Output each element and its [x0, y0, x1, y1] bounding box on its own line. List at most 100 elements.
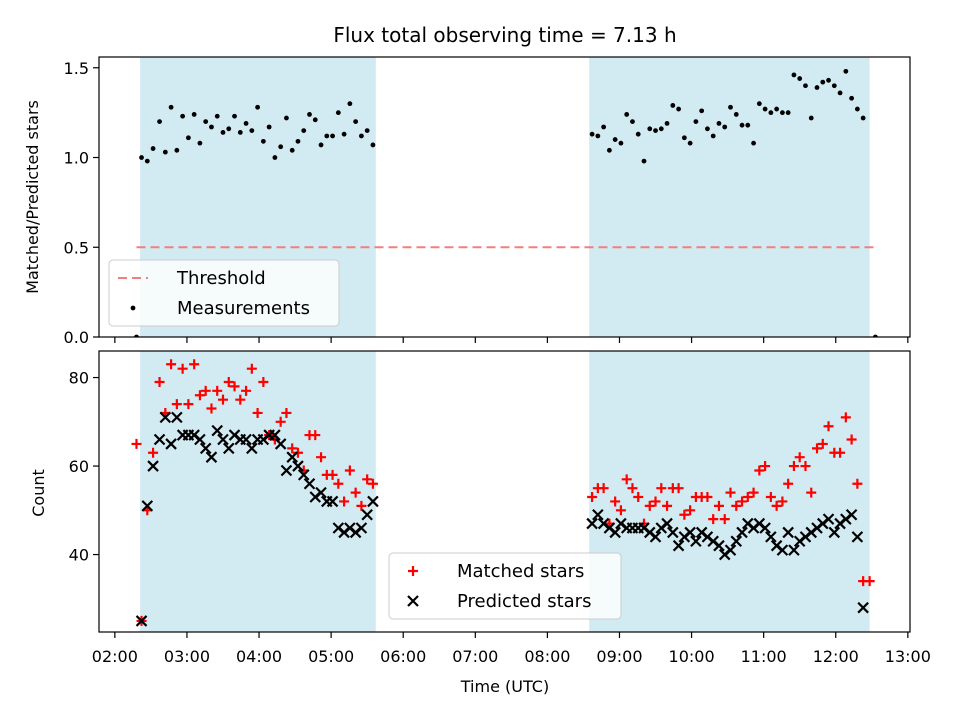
data-point: [776, 544, 789, 556]
data-point: [681, 135, 687, 141]
data-point: [333, 478, 344, 489]
data-point: [762, 106, 768, 112]
data-point: [330, 133, 335, 139]
data-point: [828, 526, 841, 539]
top-panel: 0.0 0.5 1.0 1.5 Threshold Measurements: [64, 56, 911, 347]
data-point: [344, 465, 355, 476]
data-point: [217, 433, 229, 446]
plot-frame: [98, 56, 911, 338]
data-point: [310, 430, 321, 441]
data-point: [837, 90, 843, 96]
data-point: [814, 85, 820, 90]
data-point: [205, 451, 218, 463]
data-point: [154, 376, 165, 387]
data-point: [350, 487, 361, 498]
data-point: [777, 496, 788, 507]
data-point: [260, 138, 266, 144]
data-point: [719, 514, 730, 525]
legend: Matched stars Predicted stars: [388, 552, 622, 620]
data-point: [731, 500, 742, 511]
data-point: [266, 124, 272, 130]
data-point: [759, 522, 771, 534]
data-point: [316, 452, 327, 463]
data-point: [679, 509, 690, 520]
data-point: [690, 535, 702, 548]
data-point: [820, 79, 826, 85]
data-point: [737, 496, 748, 507]
data-point: [361, 508, 373, 521]
data-point: [760, 461, 771, 472]
data-point: [367, 478, 378, 489]
data-point: [292, 447, 303, 458]
data-point: [710, 133, 716, 139]
data-point: [220, 129, 226, 135]
data-point: [191, 112, 197, 117]
data-point: [135, 615, 148, 627]
data-point: [168, 104, 174, 110]
legend-label: Measurements: [177, 298, 310, 319]
data-point: [275, 416, 286, 427]
data-point: [647, 126, 653, 132]
data-point: [791, 72, 797, 78]
data-point: [284, 115, 289, 121]
data-point: [153, 433, 166, 446]
data-point: [840, 412, 851, 423]
data-point: [860, 115, 866, 121]
data-point: [708, 514, 719, 525]
data-point: [783, 478, 794, 489]
data-point: [656, 483, 667, 494]
data-point: [252, 407, 263, 418]
data-point: [297, 469, 310, 481]
data-point: [788, 461, 799, 472]
data-point: [618, 140, 624, 146]
data-point: [183, 399, 194, 410]
data-point: [287, 443, 298, 454]
data-point: [835, 447, 846, 458]
x-tick-label: 05:00: [308, 647, 354, 666]
data-point: [141, 500, 154, 512]
data-point: [197, 140, 203, 146]
data-point: [733, 112, 739, 117]
data-point: [722, 124, 728, 130]
data-point: [610, 496, 621, 507]
legend-box: [388, 552, 622, 620]
data-point: [780, 110, 785, 116]
data-point: [150, 146, 156, 151]
data-point: [370, 142, 376, 148]
data-point: [258, 376, 269, 387]
data-point: [667, 526, 679, 539]
data-point: [649, 531, 662, 543]
data-point: [670, 103, 676, 108]
data-point: [586, 517, 598, 530]
data-point: [315, 486, 327, 499]
data-point: [808, 115, 814, 121]
data-point: [147, 460, 159, 472]
data-point: [206, 403, 217, 414]
x-tick-label: 08:00: [524, 647, 570, 666]
data-point: [653, 128, 658, 133]
data-point: [843, 68, 849, 74]
data-point: [797, 76, 803, 81]
data-point: [788, 544, 800, 556]
data-point: [139, 155, 144, 160]
x-tick-label: 13:00: [885, 647, 931, 666]
legend-label: Predicted stars: [457, 591, 591, 612]
data-point: [367, 495, 379, 508]
data-point: [243, 121, 249, 126]
data-point: [687, 140, 693, 146]
data-point: [765, 492, 776, 503]
data-point: [685, 505, 696, 516]
data-point: [223, 376, 234, 387]
data-point: [274, 438, 287, 450]
data-point: [748, 487, 759, 498]
data-point: [630, 119, 635, 125]
predicted-stars-points: [135, 411, 869, 627]
legend-swatch: [130, 305, 136, 311]
data-point: [771, 500, 782, 511]
data-point: [353, 119, 359, 125]
data-point: [716, 121, 722, 126]
data-point: [803, 83, 808, 89]
x-tick-label: 10:00: [669, 647, 715, 666]
data-point: [174, 147, 180, 153]
data-point: [754, 465, 765, 476]
